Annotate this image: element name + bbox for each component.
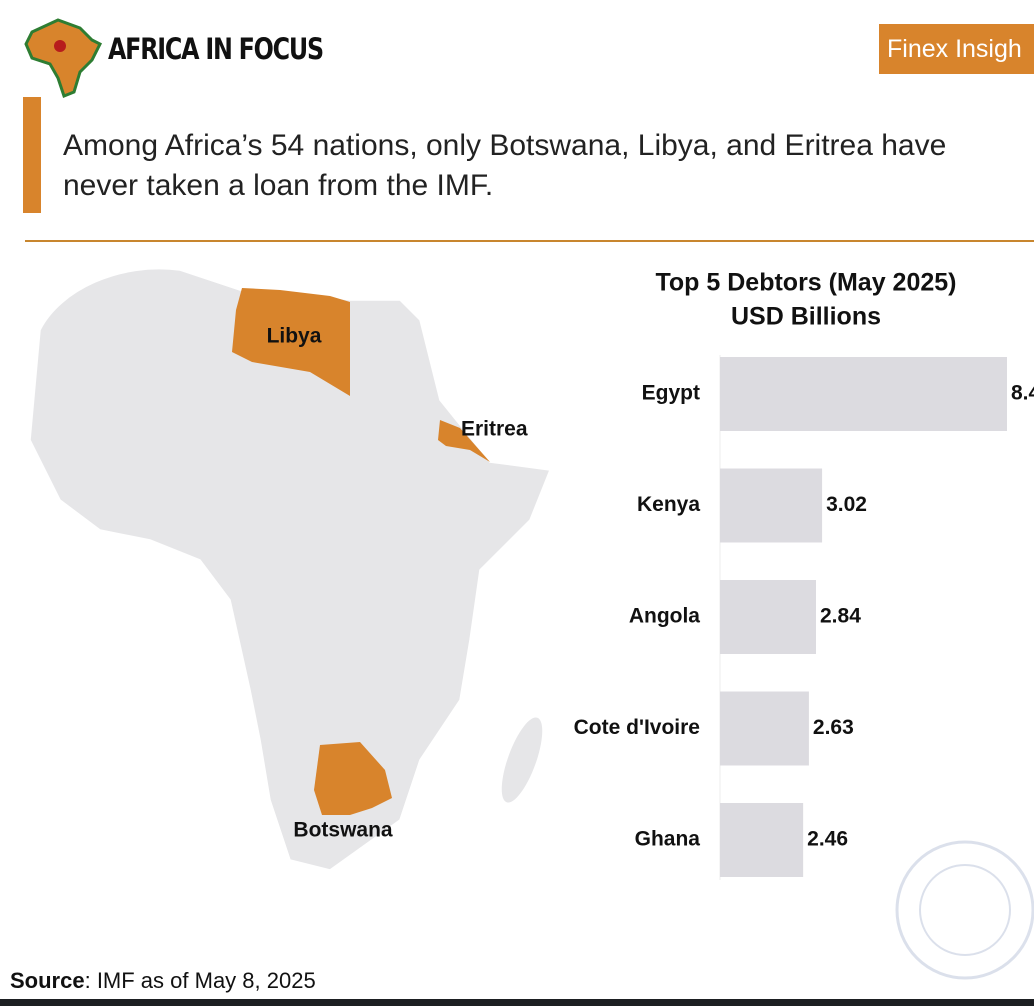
brand: AFRICA IN FOCUS	[108, 32, 324, 66]
value-label: 2.63	[813, 716, 854, 739]
separator	[25, 240, 1034, 242]
source-label: Source	[10, 968, 85, 993]
map	[29, 267, 552, 871]
headline-line: never taken a loan from the IMF.	[63, 169, 494, 202]
bar	[720, 803, 804, 877]
category-label: Kenya	[637, 493, 700, 516]
headline: Among Africa’s 54 nations, only Botswana…	[63, 126, 1034, 206]
bar	[720, 468, 823, 543]
map-label: Botswana	[293, 819, 393, 842]
value-label: 2.46	[807, 828, 848, 851]
bar	[720, 580, 817, 654]
category-label: Egypt	[642, 382, 700, 405]
headline-line: Among Africa’s 54 nations, only Botswana…	[63, 129, 947, 162]
accent-bar	[23, 97, 41, 213]
category-label: Ghana	[635, 828, 701, 851]
category-label: Cote d'Ivoire	[574, 716, 700, 739]
value-label: 3.02	[826, 493, 867, 516]
footer-bar	[0, 999, 1034, 1006]
value-label: 8.49	[1011, 382, 1034, 405]
bar	[720, 691, 809, 766]
badge: Finex Insigh	[879, 24, 1034, 74]
bar	[720, 357, 1007, 431]
map-label: Libya	[267, 325, 322, 348]
category-label: Angola	[629, 605, 700, 628]
logo	[24, 18, 103, 98]
value-label: 2.84	[820, 605, 861, 628]
chart-title: Top 5 Debtors (May 2025)	[655, 269, 956, 297]
map-label: Eritrea	[461, 418, 528, 441]
source: Source: IMF as of May 8, 2025	[10, 968, 316, 994]
chart-subtitle: USD Billions	[731, 303, 881, 331]
imf-seal	[895, 840, 1034, 980]
source-text: : IMF as of May 8, 2025	[84, 968, 316, 993]
